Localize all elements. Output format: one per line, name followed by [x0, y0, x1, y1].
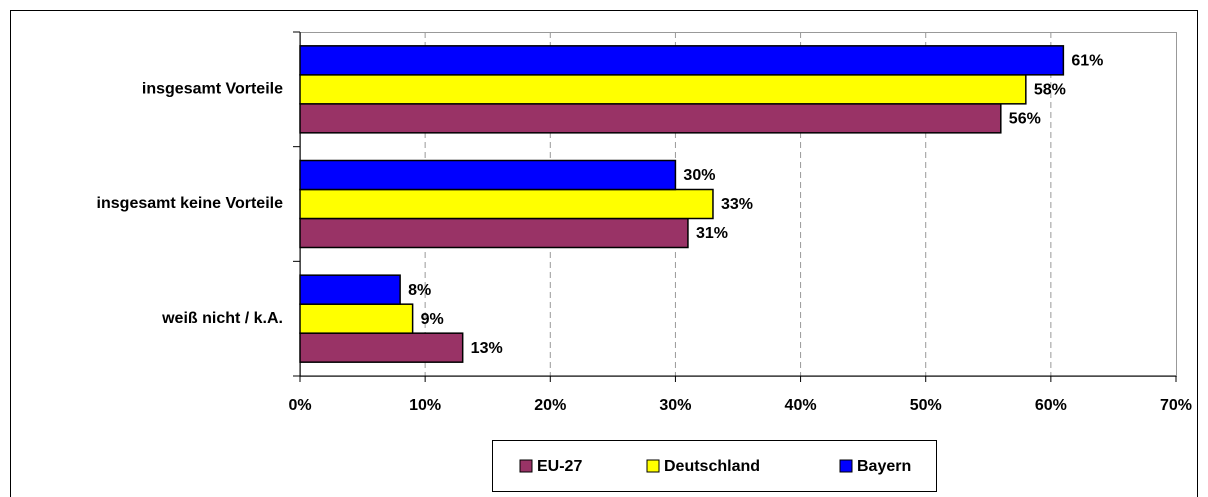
- y-tick-label: insgesamt Vorteile: [142, 81, 283, 98]
- legend-label: Bayern: [857, 458, 911, 475]
- value-label: 8%: [408, 282, 431, 299]
- value-label: 33%: [721, 196, 753, 213]
- x-tick-label: 40%: [785, 397, 817, 414]
- x-tick-label: 30%: [659, 397, 691, 414]
- x-tick-label: 0%: [288, 397, 311, 414]
- value-label: 13%: [471, 340, 503, 357]
- x-tick-label: 20%: [534, 397, 566, 414]
- legend-label: EU-27: [537, 458, 582, 475]
- y-tick-label: weiß nicht / k.A.: [161, 310, 283, 327]
- legend-box: [492, 440, 937, 492]
- value-label: 61%: [1071, 53, 1103, 70]
- bar: [299, 159, 677, 191]
- bar: [299, 188, 714, 220]
- x-tick-label: 70%: [1160, 397, 1192, 414]
- x-tick-label: 10%: [409, 397, 441, 414]
- y-tick-label: insgesamt keine Vorteile: [97, 195, 284, 212]
- bar: [299, 303, 414, 334]
- bar: [299, 217, 689, 249]
- legend-swatch: [646, 459, 660, 473]
- legend-label: Deutschland: [664, 458, 760, 475]
- bar: [299, 74, 1027, 105]
- value-label: 30%: [683, 167, 715, 184]
- bar: [299, 332, 464, 363]
- x-tick-label: 60%: [1035, 397, 1067, 414]
- value-label: 9%: [421, 311, 444, 328]
- legend-swatch: [839, 459, 853, 473]
- value-label: 56%: [1009, 111, 1041, 128]
- value-label: 31%: [696, 225, 728, 242]
- bar: [299, 45, 1065, 76]
- legend-swatch: [519, 459, 533, 473]
- value-label: 58%: [1034, 82, 1066, 99]
- x-tick-label: 50%: [910, 397, 942, 414]
- bar: [299, 103, 1002, 134]
- bar: [299, 274, 401, 305]
